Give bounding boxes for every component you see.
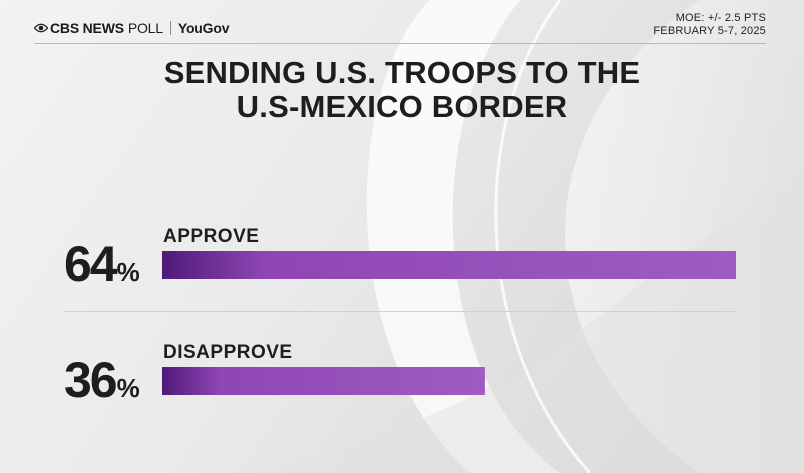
logo-partner: YouGov xyxy=(177,20,230,36)
bar-value-label: 36% xyxy=(64,352,140,408)
cbs-news-poll-logo: CBS NEWS POLL YouGov xyxy=(34,19,229,37)
bar-category-label: APPROVE xyxy=(163,226,259,247)
chart-title-line-2: U.S-MEXICO BORDER xyxy=(236,89,568,124)
bar-category-label: DISAPPROVE xyxy=(163,342,293,363)
logo-divider xyxy=(169,21,171,35)
bar xyxy=(162,367,485,395)
chart-title: SENDING U.S. TROOPS TO THE U.S-MEXICO BO… xyxy=(0,56,804,124)
poll-meta: MOE: +/- 2.5 PTS FEBRUARY 5-7, 2025 xyxy=(653,12,766,38)
bar xyxy=(162,251,736,279)
chart-title-line-1: SENDING U.S. TROOPS TO THE xyxy=(163,55,641,90)
logo-poll-word: POLL xyxy=(127,20,163,36)
bar-value-label: 64% xyxy=(64,236,140,292)
logo-brand: CBS NEWS xyxy=(50,20,124,36)
poll-dates: FEBRUARY 5-7, 2025 xyxy=(653,25,766,37)
margin-of-error: MOE: +/- 2.5 PTS xyxy=(675,12,766,24)
row-divider xyxy=(64,311,736,312)
header-divider xyxy=(34,43,766,44)
cbs-eye-icon xyxy=(34,23,48,33)
